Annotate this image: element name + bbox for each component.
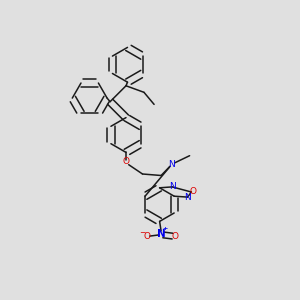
Text: −: − — [140, 228, 146, 237]
Text: O: O — [143, 232, 150, 241]
Text: O: O — [172, 232, 179, 241]
Text: N: N — [168, 160, 175, 169]
Text: N: N — [169, 182, 175, 191]
Text: O: O — [190, 188, 197, 196]
Text: N: N — [157, 229, 166, 239]
Text: N: N — [184, 193, 191, 202]
Text: +: + — [162, 226, 168, 231]
Text: O: O — [122, 158, 130, 166]
